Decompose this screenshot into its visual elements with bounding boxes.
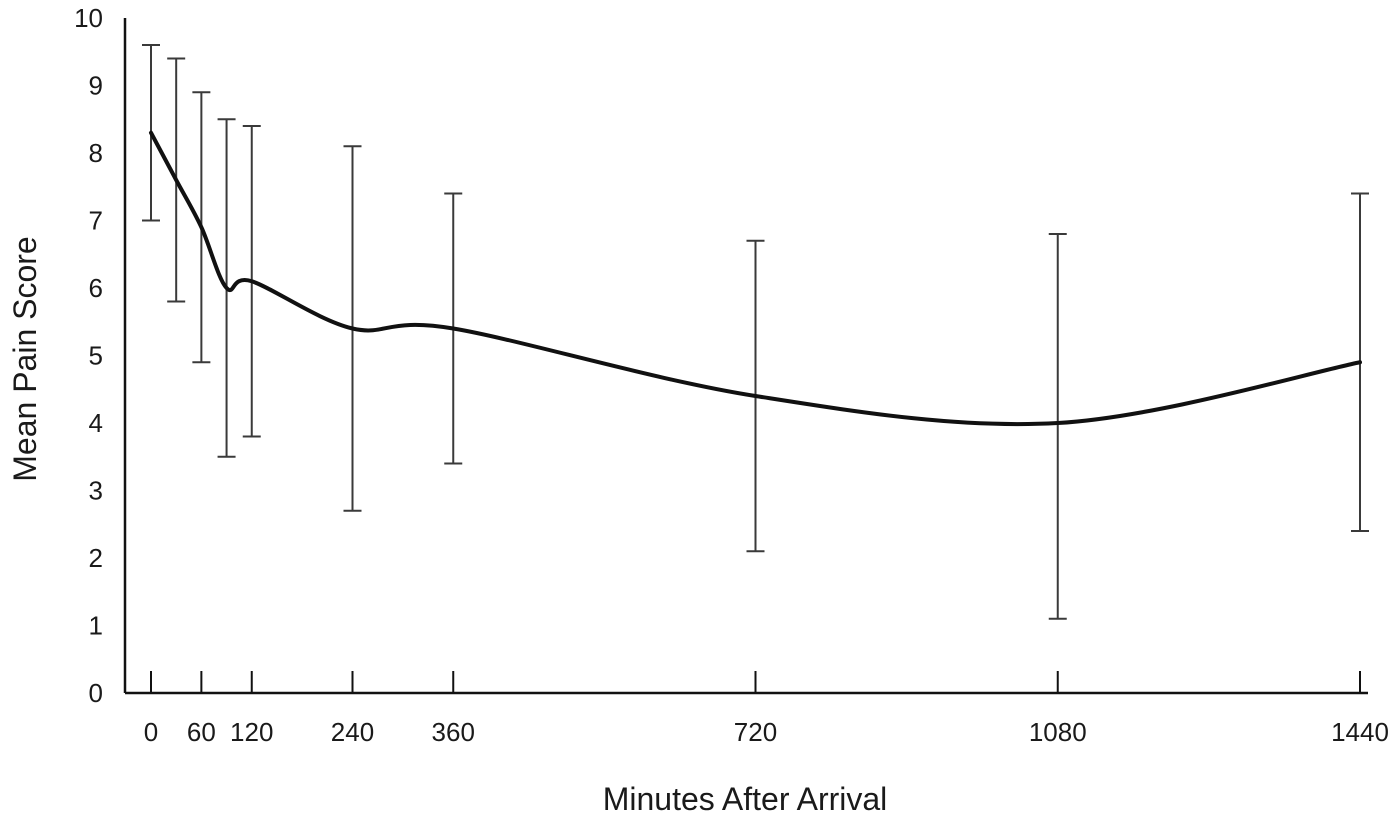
axes — [123, 18, 1368, 695]
y-tick-label: 0 — [89, 678, 103, 708]
x-tick-label: 1440 — [1331, 717, 1389, 747]
x-tick-label: 1080 — [1029, 717, 1087, 747]
y-tick-label: 8 — [89, 138, 103, 168]
y-ticks: 0 1 2 3 4 5 6 7 8 9 10 — [74, 3, 103, 708]
x-tick-label: 360 — [432, 717, 475, 747]
y-tick-label: 6 — [89, 273, 103, 303]
y-tick-label: 5 — [89, 341, 103, 371]
x-tick-label: 720 — [734, 717, 777, 747]
x-tick-label: 0 — [144, 717, 158, 747]
y-tick-label: 2 — [89, 543, 103, 573]
y-tick-label: 4 — [89, 408, 103, 438]
series-group — [149, 130, 1362, 427]
x-tick-label: 120 — [230, 717, 273, 747]
y-tick-label: 3 — [89, 476, 103, 506]
y-tick-label: 10 — [74, 3, 103, 33]
error-bars — [142, 44, 1369, 620]
x-ticks: 0 60 120 240 360 720 1080 1440 — [144, 671, 1389, 747]
series-line-mean-pain — [149, 130, 1362, 427]
y-tick-label: 1 — [89, 611, 103, 641]
x-axis-title: Minutes After Arrival — [603, 781, 888, 816]
x-tick-label: 60 — [187, 717, 216, 747]
y-axis-title: Mean Pain Score — [7, 236, 43, 481]
y-tick-label: 9 — [89, 71, 103, 101]
y-tick-label: 7 — [89, 206, 103, 236]
x-tick-label: 240 — [331, 717, 374, 747]
